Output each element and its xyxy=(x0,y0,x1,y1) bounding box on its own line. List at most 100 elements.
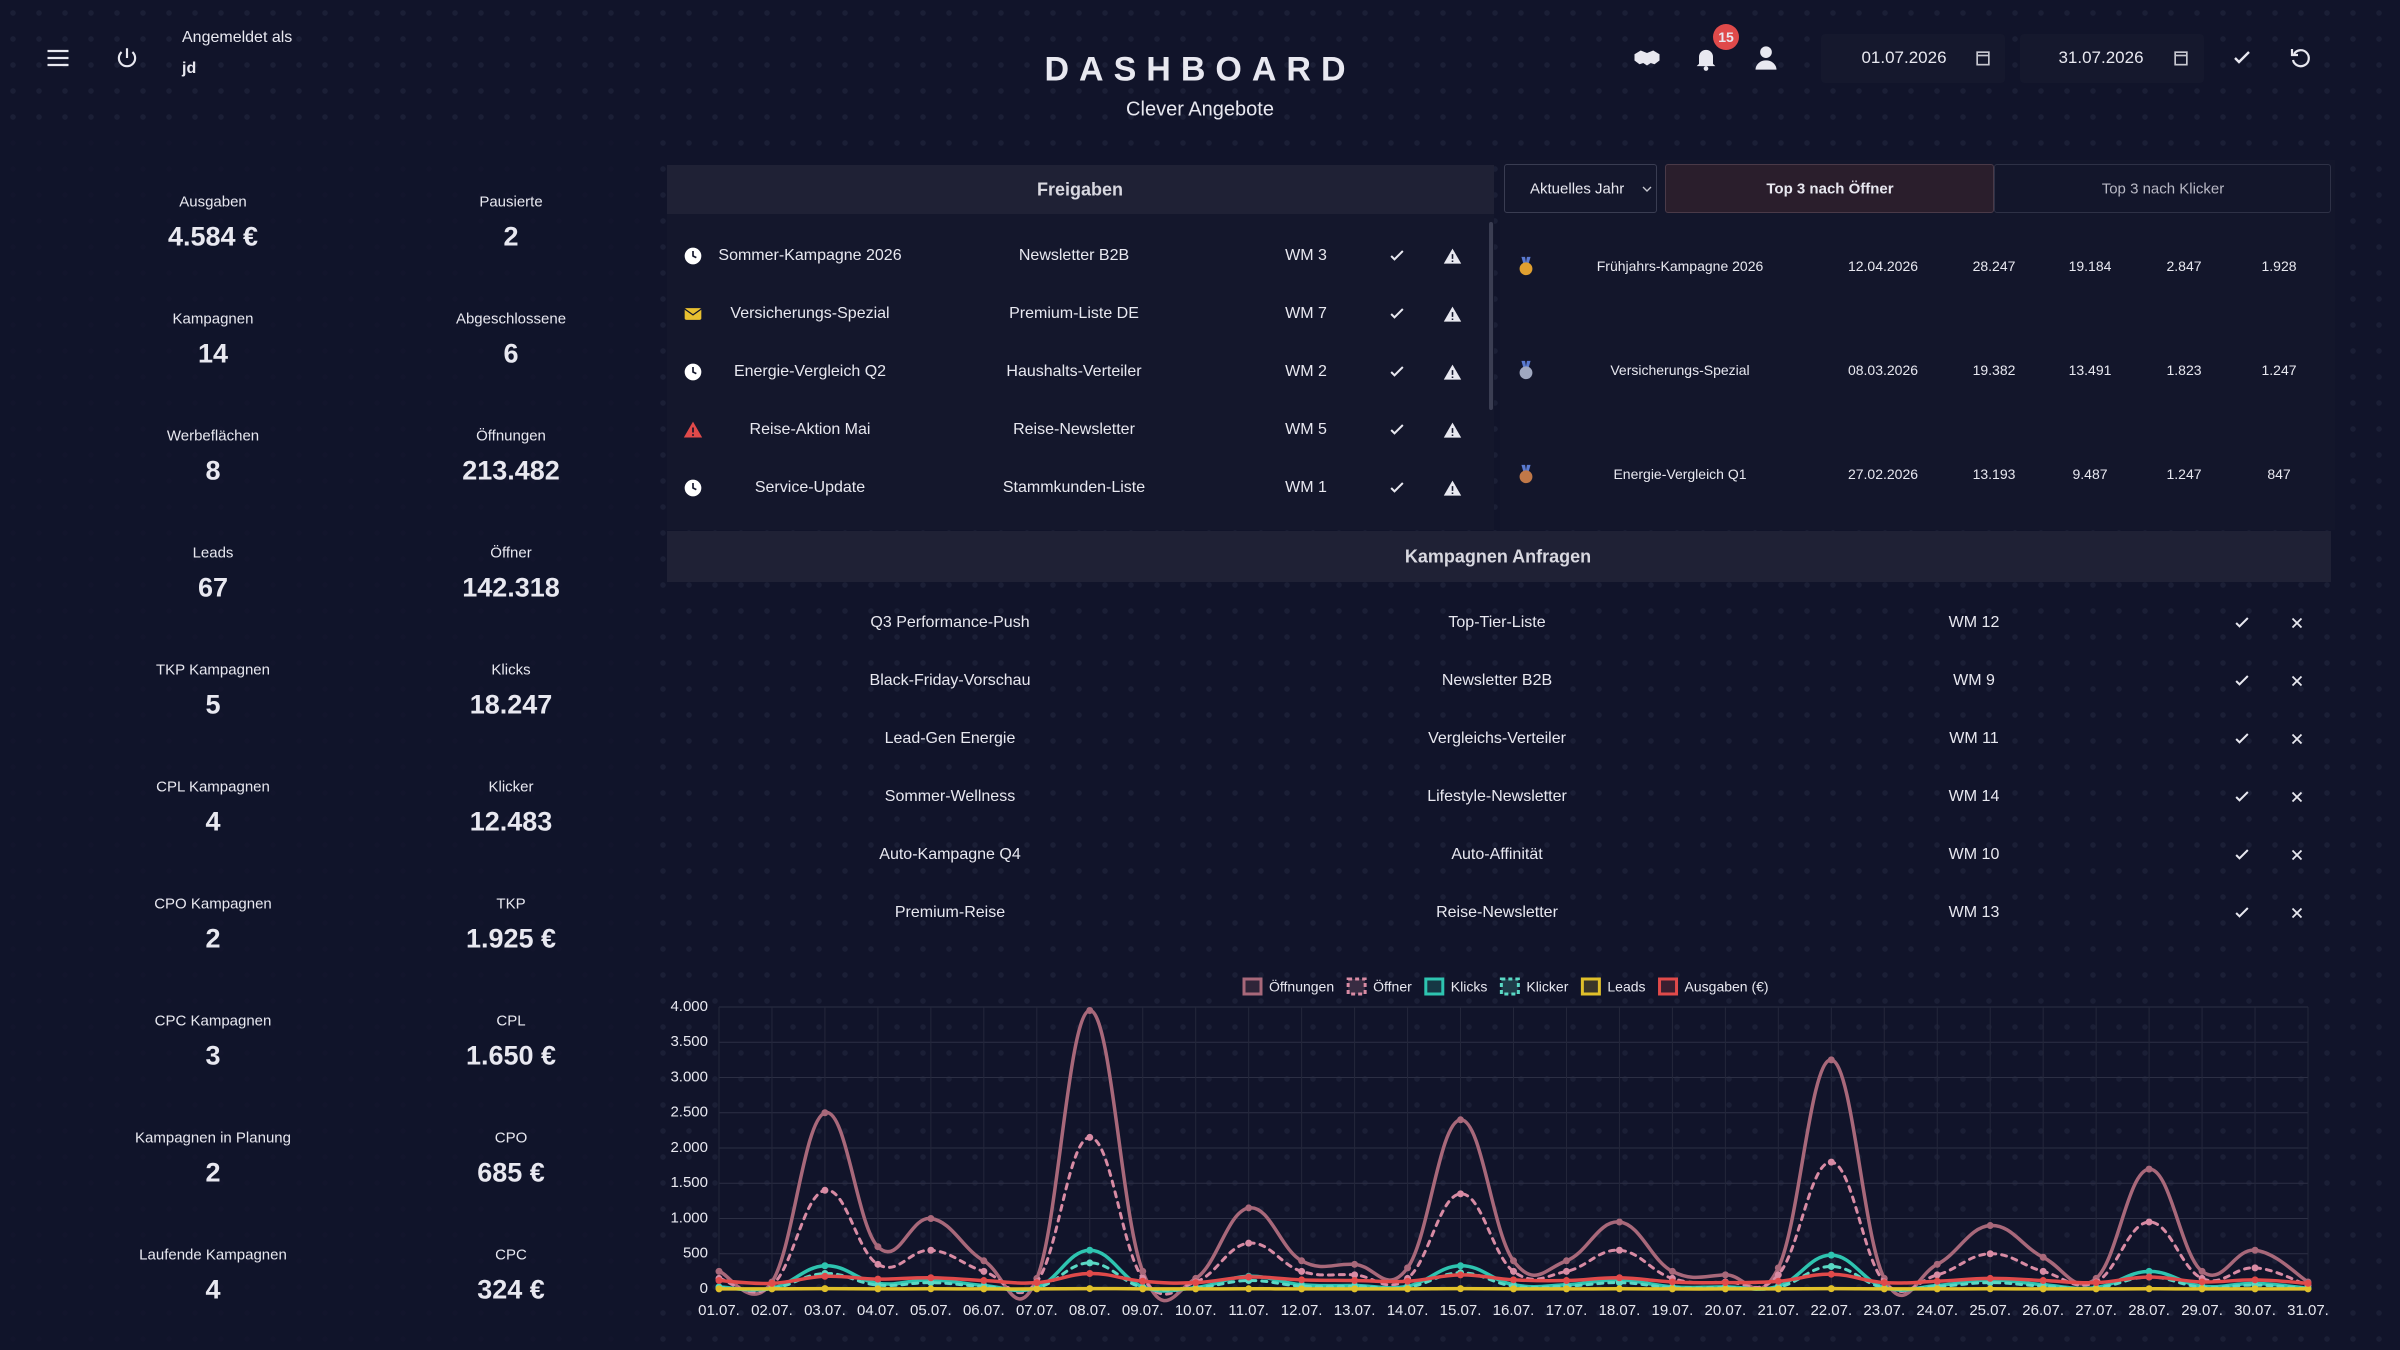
reset-button[interactable] xyxy=(2288,46,2312,70)
y-tick-label: 2.000 xyxy=(670,1139,708,1156)
accept-button[interactable] xyxy=(2232,787,2252,807)
data-point xyxy=(2092,1285,2100,1293)
data-point xyxy=(1404,1285,1412,1293)
period-select-label[interactable]: Aktuelles Jahr xyxy=(1530,180,1625,198)
approve-button[interactable] xyxy=(1387,304,1407,324)
x-tick-label: 28.07. xyxy=(2128,1302,2170,1319)
legend-swatch xyxy=(1580,977,1601,996)
list-name: Premium-Liste DE xyxy=(1009,305,1139,322)
status-icon xyxy=(683,421,703,438)
decline-button[interactable] xyxy=(2288,904,2306,922)
accept-button[interactable] xyxy=(2232,729,2252,749)
apply-button[interactable] xyxy=(2230,46,2254,70)
status-icon xyxy=(684,308,702,320)
approve-button[interactable] xyxy=(1387,246,1407,266)
data-point xyxy=(1086,1269,1094,1277)
cell: 28.247 xyxy=(1972,258,2016,274)
decline-button[interactable] xyxy=(2288,730,2306,748)
data-point xyxy=(1774,1271,1782,1279)
data-point xyxy=(1933,1271,1941,1279)
stat-value: 2 xyxy=(205,1157,221,1188)
decline-button[interactable] xyxy=(2288,672,2306,690)
date-to[interactable]: 31.07.2026 xyxy=(2058,48,2144,67)
tab[interactable] xyxy=(1994,164,2331,213)
data-point xyxy=(1721,1271,1729,1279)
y-tick-label: 4.000 xyxy=(670,998,708,1015)
stat-value: 142.318 xyxy=(462,572,560,603)
stat-value: 1.650 € xyxy=(465,1040,557,1071)
reject-button[interactable] xyxy=(1443,479,1462,498)
accept-button[interactable] xyxy=(2232,903,2252,923)
reject-button[interactable] xyxy=(1443,363,1462,382)
x-tick-label: 22.07. xyxy=(1810,1302,1852,1319)
period-select[interactable] xyxy=(1504,164,1657,213)
accept-button[interactable] xyxy=(2232,613,2252,633)
campaign-name: Sommer-Kampagne 2026 xyxy=(718,247,902,264)
tab-active[interactable] xyxy=(1665,164,1994,213)
y-tick-label: 3.000 xyxy=(670,1068,708,1085)
data-point xyxy=(1986,1222,1994,1230)
tab-label[interactable]: Top 3 nach Klicker xyxy=(2101,180,2225,198)
data-point xyxy=(1245,1239,1253,1247)
x-tick-label: 23.07. xyxy=(1863,1302,1905,1319)
data-point xyxy=(1827,1270,1835,1278)
dropdown-arrow xyxy=(1642,186,1652,192)
logout-button[interactable] xyxy=(114,45,140,71)
accept-button[interactable] xyxy=(2232,671,2252,691)
cell: 19.184 xyxy=(2068,258,2112,274)
x-tick-label: 12.07. xyxy=(1281,1302,1323,1319)
list-name: Vergleichs-Verteiler xyxy=(1428,730,1566,747)
scrollbar xyxy=(1489,222,1493,410)
x-tick-label: 11.07. xyxy=(1228,1302,1269,1319)
medal-icon xyxy=(1519,256,1533,276)
data-point xyxy=(1086,1259,1094,1267)
data-point xyxy=(1562,1277,1570,1285)
data-point xyxy=(1880,1279,1888,1287)
data-point xyxy=(1933,1285,1941,1293)
approve-button[interactable] xyxy=(1387,362,1407,382)
date-from[interactable]: 01.07.2026 xyxy=(1861,48,1947,67)
data-point xyxy=(1086,1246,1094,1254)
x-tick-label: 20.07. xyxy=(1705,1302,1747,1319)
deals-button[interactable] xyxy=(1632,43,1662,73)
calendar-icon[interactable] xyxy=(2171,48,2191,68)
approve-button[interactable] xyxy=(1387,478,1407,498)
x-tick-label: 14.07. xyxy=(1387,1302,1429,1319)
stat-label: Öffnungen xyxy=(476,427,546,445)
date-from-input[interactable] xyxy=(1821,34,2005,83)
legend-label: Klicker xyxy=(1526,979,1568,995)
date-to-input[interactable] xyxy=(2020,34,2204,83)
data-point xyxy=(768,1279,776,1287)
data-point xyxy=(1033,1279,1041,1287)
notifications-button[interactable] xyxy=(1692,44,1720,72)
wm-label: WM 3 xyxy=(1285,247,1327,264)
status-icon xyxy=(684,363,702,381)
calendar-icon[interactable] xyxy=(1973,48,1993,68)
decline-button[interactable] xyxy=(2288,846,2306,864)
x-tick-label: 10.07. xyxy=(1175,1302,1217,1319)
data-point xyxy=(1033,1285,1041,1293)
data-point xyxy=(1457,1271,1465,1279)
stat-label: Laufende Kampagnen xyxy=(139,1246,287,1264)
data-point xyxy=(1298,1276,1306,1284)
reject-button[interactable] xyxy=(1443,305,1462,324)
legend-label: Ausgaben (€) xyxy=(1685,979,1769,995)
data-point xyxy=(1986,1274,1994,1282)
reject-button[interactable] xyxy=(1443,421,1462,440)
stat-value: 67 xyxy=(197,572,229,603)
profile-button[interactable] xyxy=(1752,44,1780,72)
data-point xyxy=(1827,1251,1835,1259)
data-point xyxy=(2039,1267,2047,1275)
data-point xyxy=(1668,1278,1676,1286)
menu-button[interactable] xyxy=(44,44,72,72)
decline-button[interactable] xyxy=(2288,614,2306,632)
data-point xyxy=(2251,1276,2259,1284)
approve-button[interactable] xyxy=(1387,420,1407,440)
stat-label: Klicks xyxy=(491,661,531,679)
cell: 1.247 xyxy=(2261,362,2297,378)
x-tick-label: 09.07. xyxy=(1122,1302,1164,1319)
reject-button[interactable] xyxy=(1443,247,1462,266)
accept-button[interactable] xyxy=(2232,845,2252,865)
decline-button[interactable] xyxy=(2288,788,2306,806)
tab-label[interactable]: Top 3 nach Öffner xyxy=(1766,180,1894,198)
